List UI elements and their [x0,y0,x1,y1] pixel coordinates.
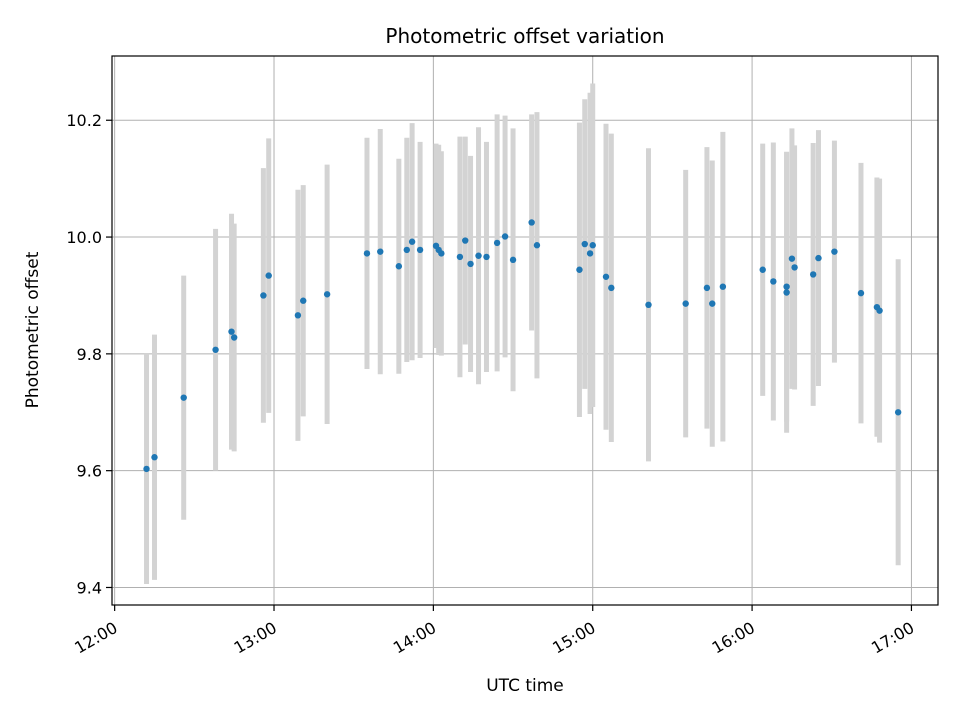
data-point [377,248,384,255]
data-point [831,248,838,255]
data-point [576,266,583,273]
grid-lines [112,56,938,605]
data-point [586,250,594,257]
data-point [408,238,416,245]
data-point [180,394,187,401]
data-point [363,250,371,257]
data-point [265,272,272,279]
x-tick-label: 17:00 [868,618,917,658]
x-tick-label: 16:00 [709,618,758,658]
data-point [602,273,610,280]
data-point [438,250,445,257]
y-tick-label: 10.0 [66,228,102,247]
data-point [783,283,790,290]
data-point [323,291,331,298]
data-point [501,233,509,240]
y-tick-label: 9.4 [77,578,102,597]
data-point [770,278,777,285]
plot-area-frame [111,55,939,606]
data-point [294,312,302,319]
data-point [509,256,517,264]
chart-title: Photometric offset variation [385,24,664,48]
data-point [143,465,150,473]
data-point [876,307,883,314]
x-tick-label: 14:00 [390,618,439,658]
data-point [260,292,267,299]
data-point [894,409,902,416]
data-point [467,260,474,268]
data-point [703,284,711,292]
data-point [759,266,766,273]
data-point [857,289,865,297]
data-point [395,263,403,270]
y-tick-label: 9.8 [77,345,102,364]
data-point [788,255,796,262]
data-points [143,219,902,473]
data-point [493,239,501,247]
data-point [456,253,464,261]
data-point [475,252,482,259]
x-tick-label: 15:00 [549,618,598,658]
data-point [589,242,596,249]
data-point [645,301,652,309]
data-point [791,264,798,271]
data-point [719,283,727,290]
data-point [416,246,424,254]
data-point [709,300,716,307]
data-point [483,253,490,261]
x-axis-label: UTC time [486,676,564,696]
data-point [581,240,588,248]
error-bars [144,83,901,584]
y-tick-label: 9.6 [77,462,102,481]
data-point [528,219,535,226]
data-point [228,328,235,335]
data-point [533,242,541,249]
data-point [403,246,411,254]
data-point [230,334,238,341]
data-point [212,346,219,353]
data-point [682,300,689,307]
x-tick-label: 12:00 [71,618,120,658]
y-axis-label: Photometric offset [23,251,43,408]
data-point [815,254,822,262]
data-point [608,284,615,292]
data-point [809,271,817,278]
data-point [151,454,158,461]
y-tick-label: 10.2 [66,111,102,130]
x-tick-label: 13:00 [231,618,280,658]
data-point [300,297,307,304]
data-point [783,289,790,296]
data-point [462,237,469,244]
